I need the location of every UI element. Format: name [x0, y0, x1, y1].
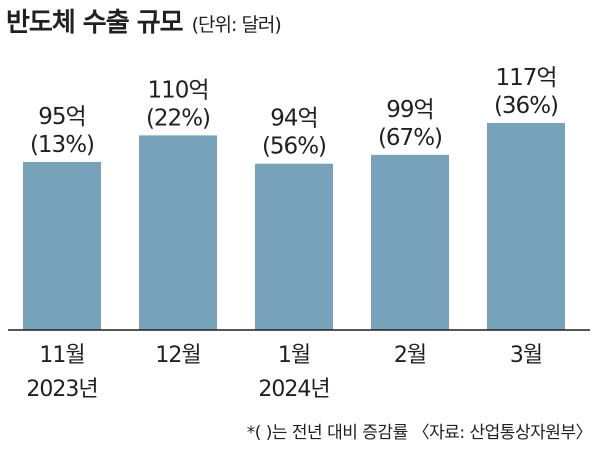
bar-change-label-1: (13%) — [30, 132, 94, 158]
chart-title: 반도체 수출 규모 (단위: 달러) — [6, 2, 282, 39]
bar-5 — [487, 123, 565, 330]
x-tick-label-4: 2월 — [394, 343, 426, 368]
x-tick-label-3: 1월 — [278, 343, 310, 368]
bar-change-label-5: (36%) — [494, 93, 558, 119]
bar-value-label-1: 95억 — [38, 104, 85, 130]
chart-title-text: 반도체 수출 규모 — [6, 8, 184, 38]
x-tick-label-1: 11월 — [39, 343, 84, 368]
bar-2 — [139, 135, 217, 330]
bar-3 — [255, 163, 333, 330]
bar-value-label-2: 110억 — [147, 77, 208, 103]
chart-unit-note: (단위: 달러) — [191, 14, 282, 36]
bar-1 — [23, 161, 101, 330]
bar-value-label-5: 117억 — [495, 65, 556, 91]
bar-value-label-3: 94억 — [270, 106, 317, 132]
x-year-label-1: 2023년 — [26, 377, 97, 402]
bar-4 — [371, 154, 449, 330]
bar-change-label-4: (67%) — [378, 125, 442, 151]
bar-change-label-2: (22%) — [146, 105, 210, 131]
x-year-label-3: 2024년 — [258, 377, 329, 402]
bar-change-label-3: (56%) — [262, 134, 326, 160]
chart-footnote: *( )는 전년 대비 증감률 〈자료: 산업통상자원부〉 — [246, 423, 593, 443]
x-tick-label-5: 3월 — [510, 343, 542, 368]
x-tick-label-2: 12월 — [155, 343, 200, 368]
bar-value-label-4: 99억 — [386, 97, 433, 123]
